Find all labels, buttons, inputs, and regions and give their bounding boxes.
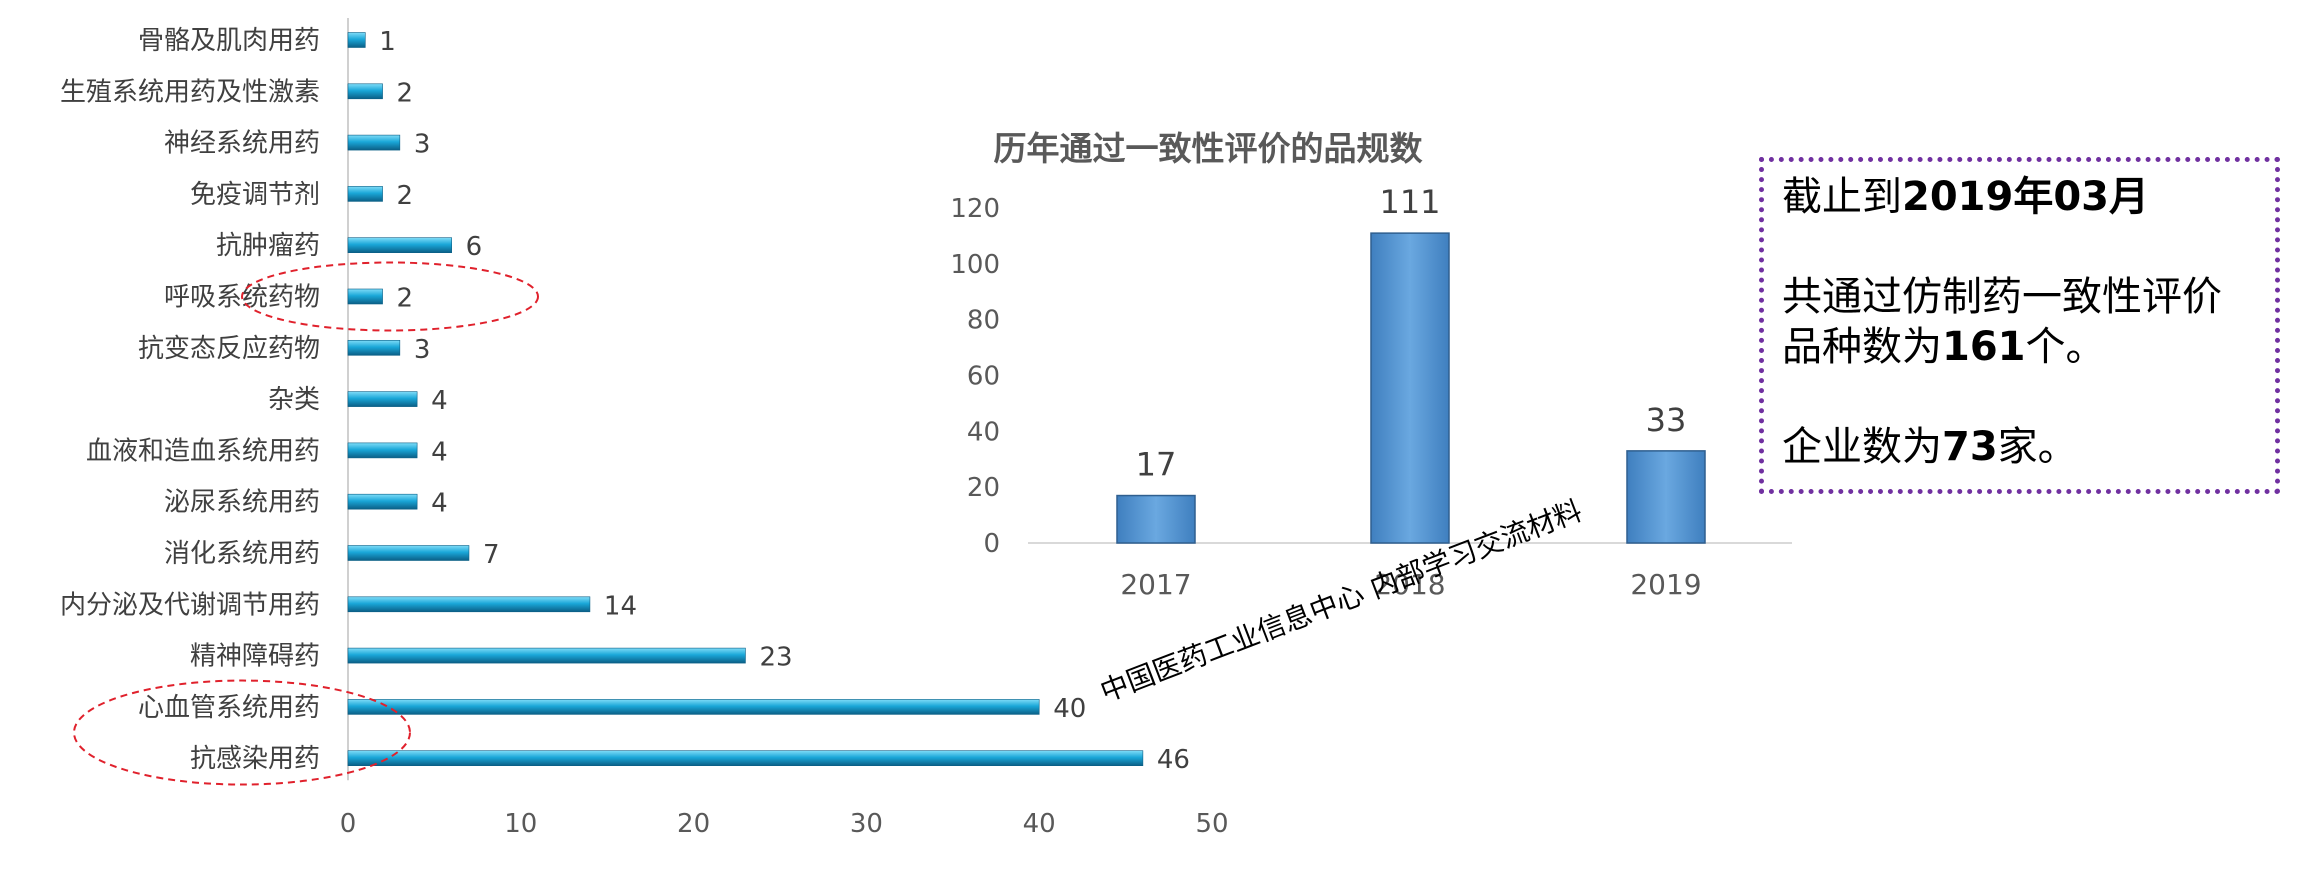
h-value-label: 4 xyxy=(431,386,448,416)
h-bar xyxy=(347,545,470,561)
v-bar xyxy=(1626,450,1706,544)
h-category-label: 消化系统用药 xyxy=(164,539,320,569)
h-value-label: 3 xyxy=(414,335,431,365)
h-value-label: 14 xyxy=(604,591,637,621)
highlight-ellipse xyxy=(73,679,411,786)
h-bar xyxy=(347,83,383,100)
h-category-label: 抗变态反应药物 xyxy=(138,334,320,364)
h-value-label: 2 xyxy=(397,78,414,108)
h-category-label: 免疫调节剂 xyxy=(190,180,320,210)
v-tick-label: 20 xyxy=(967,473,1000,503)
h-value-label: 6 xyxy=(466,232,483,262)
h-category-label: 骨骼及肌肉用药 xyxy=(138,26,320,56)
note-line-date: 截止到2019年03月 xyxy=(1782,174,2149,220)
v-value-label: 33 xyxy=(1646,401,1687,439)
h-bar xyxy=(347,596,591,613)
v-category-label: 2017 xyxy=(1120,568,1191,601)
v-tick-label: 40 xyxy=(967,417,1000,447)
v-bar xyxy=(1370,232,1450,544)
h-category-label: 泌尿系统用药 xyxy=(164,488,320,518)
h-category-label: 杂类 xyxy=(268,385,320,415)
h-bar xyxy=(347,493,418,510)
v-tick-label: 80 xyxy=(967,306,1000,336)
v-tick-label: 120 xyxy=(950,194,1000,224)
v-bar xyxy=(1116,494,1196,544)
h-category-label: 神经系统用药 xyxy=(164,129,320,159)
note-line-varieties: 共通过仿制药一致性评价品种数为161个。 xyxy=(1782,274,2222,370)
v-category-label: 2018 xyxy=(1374,568,1445,601)
h-bar xyxy=(347,391,418,407)
h-bar xyxy=(347,237,452,253)
h-value-label: 46 xyxy=(1157,745,1190,775)
h-tick-label: 30 xyxy=(850,809,883,839)
summary-note-box: 截止到2019年03月 共通过仿制药一致性评价品种数为161个。 企业数为73家… xyxy=(1759,157,2280,494)
v-tick-label: 100 xyxy=(950,250,1000,280)
h-bar xyxy=(347,134,401,151)
note-line-companies: 企业数为73家。 xyxy=(1782,424,2078,470)
h-value-label: 7 xyxy=(483,540,500,570)
vertical-bar-chart: 历年通过一致性评价的品规数 0 20 40 60 80 100 120 17 2017 111 201… xyxy=(950,129,1792,601)
h-bar xyxy=(347,32,366,48)
h-category-label: 血液和造血系统用药 xyxy=(86,436,320,466)
h-category-label: 精神障碍药 xyxy=(190,642,320,672)
h-bar xyxy=(347,186,383,202)
h-tick-label: 20 xyxy=(677,809,710,839)
h-bar xyxy=(347,647,746,664)
v-category-label: 2019 xyxy=(1630,568,1701,601)
h-tick-label: 40 xyxy=(1023,809,1056,839)
v-tick-label: 60 xyxy=(967,362,1000,392)
h-value-label: 4 xyxy=(431,489,448,519)
h-value-label: 2 xyxy=(397,284,414,314)
h-category-label: 抗感染用药 xyxy=(190,744,320,774)
h-value-label: 1 xyxy=(379,27,396,57)
h-tick-label: 10 xyxy=(504,809,537,839)
h-tick-label: 50 xyxy=(1195,809,1228,839)
h-category-label: 生殖系统用药及性激素 xyxy=(60,77,320,107)
h-value-label: 3 xyxy=(414,130,431,160)
v-chart-title: 历年通过一致性评价的品规数 xyxy=(994,129,1424,168)
v-tick-label: 0 xyxy=(983,529,1000,559)
highlight-ellipse xyxy=(241,261,539,332)
v-value-label: 111 xyxy=(1379,183,1440,221)
h-value-label: 23 xyxy=(759,643,792,673)
h-category-label: 内分泌及代谢调节用药 xyxy=(60,590,320,620)
h-bar xyxy=(347,339,401,356)
h-tick-label: 0 xyxy=(340,809,357,839)
h-bar xyxy=(347,699,1040,715)
h-category-label: 抗肿瘤药 xyxy=(216,231,320,261)
h-value-label: 2 xyxy=(397,181,414,211)
h-bar xyxy=(347,442,418,459)
h-category-label: 心血管系统用药 xyxy=(138,693,320,723)
h-bar xyxy=(347,750,1144,767)
h-value-label: 40 xyxy=(1053,694,1086,724)
h-bar xyxy=(347,288,383,305)
v-value-label: 17 xyxy=(1136,446,1177,484)
h-value-label: 4 xyxy=(431,437,448,467)
